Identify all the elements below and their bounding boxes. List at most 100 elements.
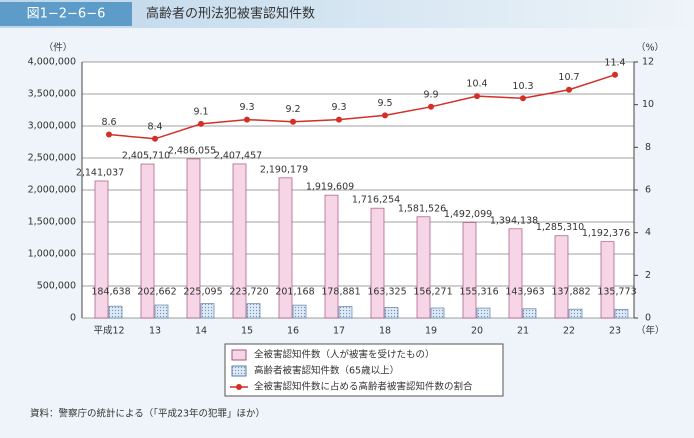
legend-swatch	[231, 365, 247, 377]
x-tick-label: 22	[563, 326, 575, 337]
line-marker	[474, 93, 480, 100]
bar	[292, 304, 307, 319]
y2-tick-label: 4	[645, 227, 651, 238]
value-label: 10.7	[558, 72, 579, 83]
line-marker	[106, 131, 112, 138]
value-label: 1,919,609	[306, 182, 354, 193]
value-label: 9.5	[377, 98, 392, 109]
value-label: 9.2	[285, 104, 300, 115]
bar	[522, 308, 537, 319]
line-marker	[198, 120, 204, 127]
bar	[278, 177, 293, 319]
x-tick-label: 23	[609, 326, 621, 337]
value-label: 10.4	[466, 79, 487, 90]
line-marker	[520, 95, 526, 102]
value-label: 143,963	[505, 287, 544, 298]
y-tick-label: 500,000	[37, 281, 76, 292]
value-label: 2,405,710	[122, 151, 170, 162]
y2-tick-label: 10	[642, 99, 654, 110]
value-label: 184,638	[91, 287, 130, 298]
bar	[508, 228, 523, 319]
value-label: 8.4	[147, 121, 162, 132]
bar	[324, 194, 339, 319]
legend-label: 高齢者被害認知件数（65歳以上）	[254, 365, 399, 377]
value-label: 11.4	[604, 57, 625, 68]
y2-axis-label: （%）	[636, 42, 664, 54]
bar	[140, 163, 155, 319]
line-marker	[336, 116, 342, 123]
bar	[568, 308, 583, 319]
value-label: 2,190,179	[260, 164, 308, 175]
x-tick-label: 16	[287, 326, 299, 337]
y-tick-label: 4,000,000	[28, 57, 76, 68]
line	[108, 74, 616, 140]
value-label: 1,492,099	[444, 209, 492, 220]
line-marker	[152, 135, 158, 142]
bar	[200, 303, 215, 319]
value-label: 156,271	[413, 287, 452, 298]
x-tick-label: 21	[517, 326, 529, 337]
y-tick-label: 2,000,000	[28, 185, 76, 196]
value-label: 8.6	[101, 117, 116, 128]
line-marker	[612, 71, 618, 78]
x-tick-label: 19	[425, 326, 437, 337]
y-axis-label: （件）	[44, 42, 73, 54]
y2-tick-label: 6	[645, 185, 651, 196]
value-label: 163,325	[367, 287, 406, 298]
legend-swatch	[231, 349, 247, 361]
bar	[600, 241, 615, 319]
x-tick-label: 17	[333, 326, 345, 337]
value-label: 2,407,457	[214, 150, 262, 161]
line-marker	[566, 86, 572, 93]
bar	[94, 180, 109, 319]
legend-label: 全被害認知件数（人が被害を受けたもの）	[254, 349, 435, 361]
y-tick-label: 0	[70, 313, 76, 324]
legend-label: 全被害認知件数に占める高齢者被害認知件数の割合	[254, 381, 473, 393]
y-tick-label: 3,500,000	[28, 89, 76, 100]
value-label: 223,720	[229, 287, 268, 298]
value-label: 225,095	[183, 287, 222, 298]
y2-tick-label: 2	[645, 270, 651, 281]
legend-swatch	[236, 384, 242, 390]
bar	[614, 308, 629, 319]
x-tick-label: 20	[471, 326, 483, 337]
y2-tick-label: 0	[645, 313, 651, 324]
value-label: 1,581,526	[398, 203, 446, 214]
value-label: 137,882	[551, 287, 590, 298]
value-label: 178,881	[321, 287, 360, 298]
y-tick-label: 1,500,000	[28, 217, 76, 228]
value-label: 1,192,376	[582, 228, 630, 239]
value-label: 9.9	[423, 89, 438, 100]
value-label: 9.1	[193, 106, 208, 117]
figure-label-box	[0, 2, 132, 26]
bar	[154, 304, 169, 319]
bar	[554, 235, 569, 319]
bar	[246, 303, 261, 319]
value-label: 1,716,254	[352, 195, 400, 206]
x-tick-label: 18	[379, 326, 391, 337]
chart-title: 高齢者の刑法犯被害認知件数	[146, 6, 315, 22]
y2-tick-label: 8	[645, 142, 651, 153]
bar	[108, 305, 123, 319]
value-label: 135,773	[597, 287, 636, 298]
y-tick-label: 2,500,000	[28, 153, 76, 164]
bar	[370, 207, 385, 319]
value-label: 2,141,037	[76, 167, 124, 178]
bar	[384, 307, 399, 319]
line-marker	[290, 118, 296, 125]
x-tick-label: 13	[149, 326, 161, 337]
bar	[186, 158, 201, 319]
bar	[476, 307, 491, 319]
figure-label: 図1−2−6−6	[27, 7, 106, 22]
y2-tick-label: 12	[642, 57, 654, 68]
x-unit-label: （年）	[636, 325, 665, 337]
legend	[224, 343, 504, 397]
value-label: 202,662	[137, 287, 176, 298]
y-tick-label: 1,000,000	[28, 249, 76, 260]
bar	[430, 307, 445, 319]
line-marker	[244, 116, 250, 123]
value-label: 10.3	[512, 81, 533, 92]
bar	[232, 163, 247, 319]
value-label: 155,316	[459, 287, 498, 298]
